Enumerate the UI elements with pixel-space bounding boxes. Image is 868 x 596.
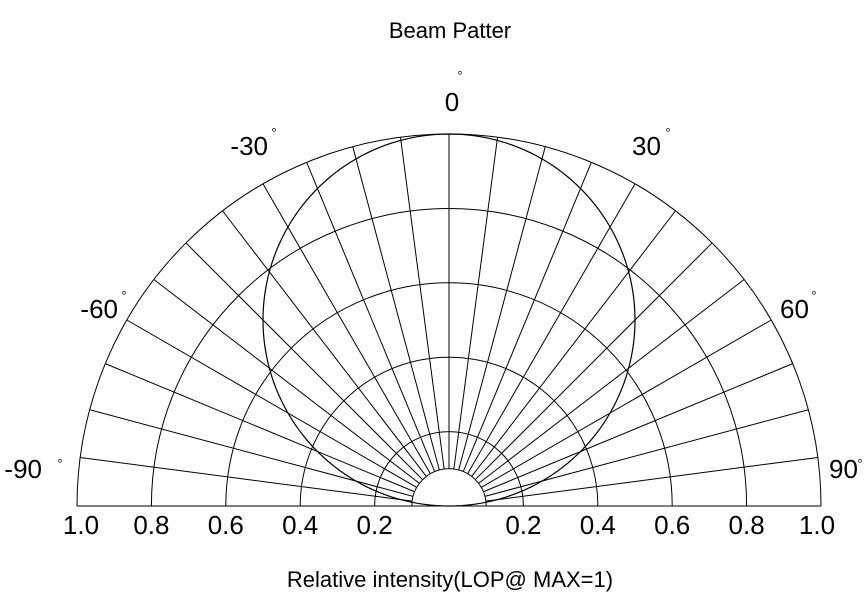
grid-spoke (480, 319, 772, 488)
grid-spoke (458, 146, 546, 471)
angle-label: -30 (230, 131, 268, 161)
grid-spoke (89, 409, 414, 497)
grid-spoke (126, 319, 418, 488)
radial-tick-label: 0.4 (282, 510, 318, 540)
grid-spoke (467, 183, 636, 475)
x-axis-title: Relative intensity(LOP@ MAX=1) (287, 567, 613, 592)
grid-spoke (399, 137, 445, 470)
angle-labels: -90 °-60 °-30 °0°30 °60 °90 ° (4, 68, 862, 484)
radial-tick-label: 0.6 (208, 510, 244, 540)
grid-spoke (222, 210, 427, 477)
grid-spoke (306, 162, 436, 472)
grid-spoke (80, 456, 413, 502)
radial-tick-label: 0.2 (357, 510, 393, 540)
grid-spoke (453, 137, 499, 470)
angle-label: 60 (780, 294, 809, 324)
angle-label: -90 (4, 454, 42, 484)
grid-spoke (471, 210, 676, 477)
radial-tick-label: 1.0 (799, 510, 835, 540)
radial-tick-label: 0.8 (133, 510, 169, 540)
polar-grid (76, 133, 822, 507)
radial-tick-label: 0.6 (654, 510, 690, 540)
degree-symbol: ° (665, 125, 670, 140)
radial-tick-label: 1.0 (63, 510, 99, 540)
grid-spoke (262, 183, 431, 475)
angle-label: 90 (829, 454, 858, 484)
grid-spoke (462, 162, 592, 472)
radial-tick-label: 0.2 (505, 510, 541, 540)
grid-spoke (185, 242, 424, 481)
series-curves (262, 133, 636, 507)
grid-spoke (483, 363, 793, 493)
series-line (262, 133, 636, 507)
degree-symbol: ° (811, 288, 816, 303)
degree-symbol: ° (857, 456, 862, 471)
grid-ring (411, 468, 487, 507)
grid-spoke (153, 279, 420, 484)
grid-spoke (105, 363, 415, 493)
angle-label: -60 (80, 294, 118, 324)
degree-symbol: ° (57, 456, 62, 471)
degree-symbol: ° (121, 288, 126, 303)
grid-spoke (485, 456, 818, 502)
radial-tick-label: 0.4 (580, 510, 616, 540)
grid-spoke (352, 146, 440, 471)
grid-spoke (484, 409, 809, 497)
grid-spoke (474, 242, 713, 481)
degree-symbol: ° (271, 125, 276, 140)
angle-label: 30 (632, 131, 661, 161)
chart-title: Beam Patter (389, 18, 511, 43)
degree-symbol: ° (457, 68, 462, 83)
angle-label: 0 (445, 87, 459, 117)
grid-spoke (478, 279, 745, 484)
radial-tick-labels: 1.0 0.8 0.6 0.4 0.2 0.2 0.4 0.6 0.8 1.0 (63, 510, 835, 540)
radial-tick-label: 0.8 (729, 510, 765, 540)
